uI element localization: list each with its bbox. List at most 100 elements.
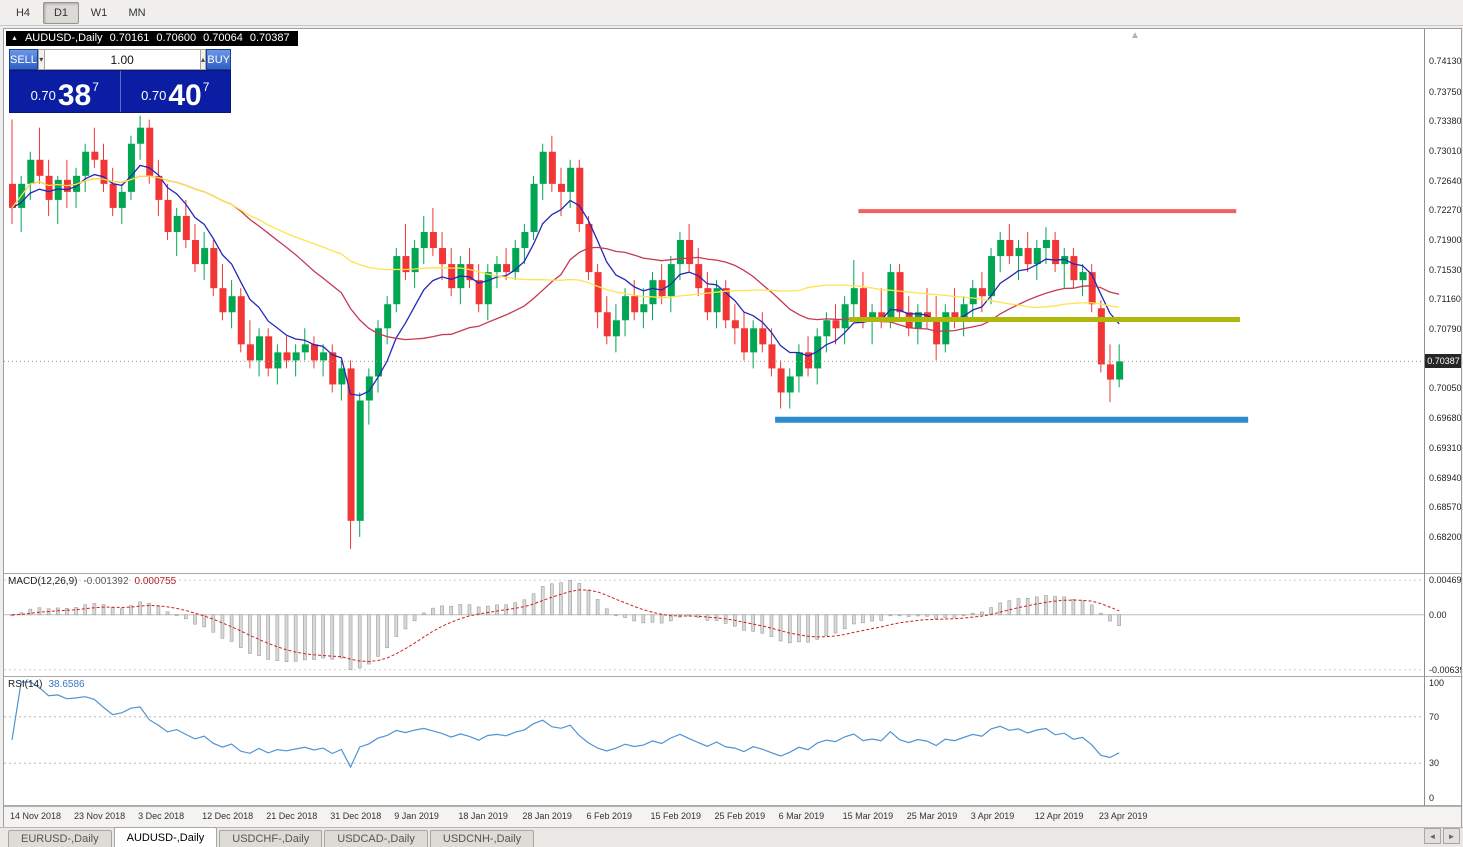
- candle-body: [1088, 272, 1096, 305]
- candle-body: [82, 151, 90, 176]
- axis-separator: [1424, 29, 1425, 806]
- scroll-to-end-icon[interactable]: ▲: [1130, 30, 1140, 41]
- rsi-chart[interactable]: [4, 677, 1424, 805]
- macd-histogram-bar: [1053, 596, 1057, 616]
- candle-body: [960, 304, 968, 321]
- chart-tab-usdcad[interactable]: USDCAD-,Daily: [324, 830, 428, 847]
- candle-body: [997, 240, 1005, 257]
- macd-histogram-bar: [641, 614, 646, 624]
- macd-histogram-bar: [760, 614, 765, 634]
- macd-histogram-bar: [906, 614, 911, 617]
- macd-histogram-bar: [787, 614, 792, 644]
- rsi-name: RSI(14): [8, 679, 43, 690]
- macd-histogram-bar: [952, 614, 957, 618]
- candle-body: [603, 312, 611, 337]
- timeframe-button-w1[interactable]: W1: [90, 6, 108, 19]
- price-axis-label: 0.73010: [1429, 145, 1461, 156]
- macd-histogram-bar: [870, 614, 874, 622]
- tab-scroll-left-icon[interactable]: ◄: [1424, 828, 1441, 844]
- macd-histogram-bar: [659, 614, 664, 624]
- price-axis-label: 0.74130: [1429, 56, 1461, 67]
- macd-histogram-bar: [275, 614, 280, 661]
- candle-body: [786, 376, 794, 393]
- chart-tab-usdcnh[interactable]: USDCNH-,Daily: [429, 830, 535, 847]
- candle-body: [192, 240, 199, 265]
- candle-body: [1033, 248, 1041, 265]
- price-axis-label: 0.68570: [1429, 502, 1461, 513]
- sell-price-big: 38: [57, 78, 92, 112]
- macd-histogram-bar: [861, 614, 865, 624]
- macd-chart[interactable]: [4, 574, 1424, 676]
- price-axis-label: 0.73750: [1429, 86, 1461, 97]
- candle-body: [9, 183, 16, 208]
- price-chart[interactable]: [4, 29, 1424, 573]
- price-axis-label: 0.73380: [1429, 116, 1461, 127]
- chart-tab-usdchf[interactable]: USDCHF-,Daily: [219, 830, 323, 847]
- buy-button[interactable]: BUY: [206, 49, 231, 70]
- chart-tab-eurusd[interactable]: EURUSD-,Daily: [8, 830, 112, 847]
- candle-body: [402, 256, 410, 273]
- volume-decrease-button[interactable]: ▾: [37, 49, 45, 70]
- macd-axis-label: -0.00639: [1429, 664, 1461, 675]
- timeframe-button-mn[interactable]: MN: [128, 6, 146, 19]
- candle-body: [219, 288, 227, 313]
- buy-price-big: 40: [168, 78, 202, 112]
- macd-histogram-bar: [550, 583, 554, 616]
- price-axis-label: 0.70050: [1429, 383, 1461, 394]
- macd-histogram-bar: [174, 614, 179, 616]
- candle-body: [887, 272, 895, 321]
- sell-button[interactable]: SELL: [9, 49, 38, 70]
- candle-body: [759, 328, 767, 345]
- pane-splitter[interactable]: [4, 573, 1461, 574]
- candle-body: [164, 199, 172, 232]
- macd-histogram-bar: [229, 614, 234, 642]
- chart-ohlc-header: ▲ AUDUSD-,Daily 0.70161 0.70600 0.70064 …: [6, 31, 298, 46]
- candle-body: [484, 272, 492, 305]
- macd-histogram-bar: [668, 614, 673, 622]
- macd-histogram-bar: [1099, 612, 1103, 616]
- candle-body: [320, 352, 328, 361]
- macd-histogram-bar: [495, 604, 499, 616]
- macd-histogram-bar: [833, 614, 838, 634]
- macd-histogram-bar: [348, 614, 353, 671]
- macd-histogram-bar: [293, 614, 298, 662]
- chart-tab-audusd[interactable]: AUDUSD-,Daily: [113, 827, 218, 847]
- price-axis-label: 0.68200: [1429, 531, 1461, 542]
- candle-body: [850, 288, 858, 305]
- macd-indicator-pane: MACD(12,26,9) -0.001392 0.000755 0.00469…: [4, 574, 1461, 676]
- timeframe-button-d1[interactable]: D1: [43, 1, 79, 24]
- macd-histogram-bar: [37, 607, 42, 616]
- tab-scroll-right-icon[interactable]: ►: [1443, 828, 1460, 844]
- buy-price[interactable]: 0.70 40 7: [121, 71, 231, 112]
- timeframe-toolbar: H4 D1 W1 MN: [0, 0, 1463, 26]
- macd-histogram-bar: [1089, 604, 1094, 616]
- sell-price-prefix: 0.70: [30, 88, 56, 103]
- candle-body: [512, 248, 520, 273]
- rsi-line: [11, 681, 1120, 769]
- macd-histogram-bar: [513, 602, 518, 616]
- timeframe-button-h4[interactable]: H4: [15, 6, 31, 19]
- candle-body: [951, 312, 959, 321]
- macd-histogram-bar: [842, 614, 847, 630]
- pane-splitter[interactable]: [4, 676, 1461, 677]
- price-axis-label: 0.71900: [1429, 235, 1461, 246]
- chart-tabs-bar: EURUSD-,Daily AUDUSD-,Daily USDCHF-,Daily U…: [0, 827, 1463, 847]
- macd-histogram-bar: [1062, 596, 1067, 616]
- candle-body: [384, 304, 392, 329]
- macd-histogram-bar: [614, 614, 618, 617]
- date-axis-label: 31 Dec 2018: [330, 811, 382, 821]
- macd-histogram-bar: [1007, 600, 1012, 616]
- candle-body: [109, 183, 117, 208]
- candle-body: [283, 352, 291, 361]
- price-axis-label: 0.71530: [1429, 264, 1461, 275]
- macd-histogram-bar: [980, 611, 984, 616]
- volume-increase-button[interactable]: ▴: [199, 49, 207, 70]
- rsi-axis-label: 100: [1429, 678, 1445, 688]
- macd-histogram-bar: [1016, 598, 1021, 616]
- volume-input[interactable]: [44, 49, 200, 70]
- sell-price[interactable]: 0.70 38 7: [10, 71, 121, 112]
- chart-symbol-label: AUDUSD-,Daily: [24, 32, 103, 44]
- candle-body: [1052, 240, 1060, 265]
- date-axis: 14 Nov 2018 23 Nov 2018 3 Dec 2018 12 Dec 2…: [4, 806, 1461, 828]
- rsi-value: 38.6586: [48, 679, 85, 690]
